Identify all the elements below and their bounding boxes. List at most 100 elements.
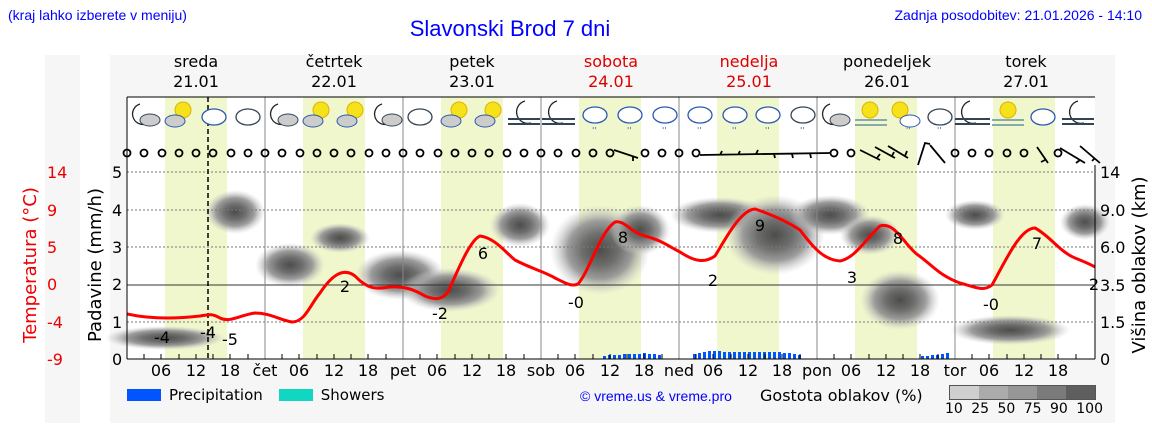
sun-cloud-icon (336, 101, 364, 128)
svg-text:5: 5 (47, 238, 57, 257)
svg-text:8: 8 (618, 228, 628, 247)
svg-text:-2: -2 (432, 304, 448, 323)
precip-axis-label: Padavine (mm/h) (85, 188, 106, 342)
wind-barb-icons (613, 141, 1101, 166)
cloud-drizzle-icon: '' (652, 106, 678, 135)
svg-text:'': '' (697, 126, 701, 135)
moon-fog-icon (542, 100, 575, 125)
svg-text:3: 3 (112, 238, 122, 257)
svg-text:3.5: 3.5 (1100, 276, 1125, 295)
svg-text:6.0: 6.0 (1100, 238, 1125, 257)
cloud-icon (407, 108, 433, 126)
sun-cloud-icon (302, 101, 330, 128)
svg-text:2: 2 (708, 271, 718, 290)
svg-text:1: 1 (112, 313, 122, 332)
svg-text:0: 0 (47, 275, 57, 294)
svg-text:12: 12 (324, 361, 344, 380)
svg-text:06: 06 (151, 361, 171, 380)
svg-text:0: 0 (112, 350, 122, 369)
svg-text:06: 06 (565, 361, 585, 380)
svg-text:'': '' (592, 126, 596, 135)
svg-text:8: 8 (893, 229, 903, 248)
svg-text:12: 12 (876, 361, 896, 380)
x-axis-labels: 06 12 18 čet 06 12 18 pet 06 12 18 sob 0… (151, 361, 1068, 380)
day-label-1: četrtek 22.01 (305, 52, 363, 91)
sun-fog-icon (855, 101, 887, 126)
svg-text:'': '' (800, 126, 804, 135)
temp-axis-panel (45, 55, 80, 423)
svg-text:18: 18 (220, 361, 240, 380)
svg-text:čet: čet (253, 361, 278, 380)
svg-text:18: 18 (910, 361, 930, 380)
svg-text:'': '' (627, 126, 631, 135)
svg-text:ned: ned (664, 361, 694, 380)
cloud-icon (235, 108, 261, 126)
cloud-icon (201, 108, 227, 126)
svg-text:12: 12 (738, 361, 758, 380)
svg-text:-5: -5 (222, 330, 238, 349)
cloud-drizzle-icon: '' (687, 106, 713, 135)
svg-text:18: 18 (634, 361, 654, 380)
wind-calm-icons (122, 148, 1063, 158)
last-updated: Zadnja posodobitev: 21.01.2026 - 14:10 (894, 7, 1142, 23)
day-label-2: petek 23.01 (449, 52, 495, 91)
svg-text:9.0: 9.0 (1100, 201, 1125, 220)
svg-text:-9: -9 (47, 350, 63, 369)
moon-cloud-icon (821, 103, 851, 127)
svg-text:9: 9 (47, 201, 57, 220)
svg-text:12: 12 (462, 361, 482, 380)
legend-showers: Showers (320, 386, 385, 404)
density-label: Gostota oblakov (%) (760, 386, 923, 405)
temp-axis-ticks: 14 9 5 0 -4 -9 (47, 163, 67, 369)
moon-fog-icon (1062, 100, 1094, 125)
svg-text:2: 2 (340, 277, 350, 296)
svg-text:pon: pon (802, 361, 832, 380)
sun-cloud-drizzle-icon: '' (891, 101, 921, 135)
svg-text:5: 5 (112, 163, 122, 182)
svg-text:-0: -0 (568, 293, 584, 312)
svg-text:tor: tor (944, 361, 967, 380)
day-label-3: sobota 24.01 (583, 52, 639, 91)
cloud-drizzle-icon: '' (722, 106, 748, 135)
cloud-icon (1030, 108, 1056, 126)
svg-text:9: 9 (755, 216, 765, 235)
sun-cloud-icon (474, 101, 502, 128)
svg-text:2: 2 (1089, 275, 1099, 294)
svg-text:06: 06 (289, 361, 309, 380)
svg-text:06: 06 (841, 361, 861, 380)
day-label-5: ponedeljek 26.01 (843, 52, 931, 91)
temp-axis-label: Temperatura (°C) (20, 187, 41, 344)
moon-fog-icon (508, 100, 540, 125)
svg-text:7: 7 (1032, 234, 1042, 253)
svg-text:4: 4 (112, 201, 122, 220)
cloud-axis-ticks: 14 9.0 6.0 3.5 1.5 0 (1100, 163, 1125, 369)
day-label-6: torek 27.01 (1003, 52, 1049, 91)
svg-text:'': '' (765, 126, 769, 135)
cloud-drizzle-icon: '' (617, 106, 643, 135)
sun-cloud-icon (164, 101, 192, 128)
legend: Precipitation Showers (127, 386, 384, 404)
svg-text:12: 12 (1014, 361, 1034, 380)
svg-text:12: 12 (186, 361, 206, 380)
day-label-0: sreda 21.01 (173, 52, 219, 91)
svg-text:-4: -4 (154, 328, 170, 347)
moon-fog-icon (955, 100, 990, 125)
svg-text:14: 14 (1100, 163, 1120, 182)
svg-text:'': '' (937, 126, 941, 135)
moon-cloud-icon (131, 103, 161, 127)
svg-text:'': '' (732, 126, 736, 135)
svg-text:0: 0 (1100, 350, 1110, 369)
svg-text:18: 18 (496, 361, 516, 380)
page-title: Slavonski Brod 7 dni (409, 16, 611, 41)
svg-text:-4: -4 (200, 323, 216, 342)
svg-text:1.5: 1.5 (1100, 313, 1125, 332)
svg-text:3: 3 (847, 268, 857, 287)
copyright-link[interactable]: © vreme.us & vreme.pro (580, 388, 732, 404)
svg-text:-0: -0 (983, 295, 999, 314)
moon-cloud-icon (373, 103, 403, 127)
x-ticks (143, 354, 1077, 359)
svg-text:18: 18 (772, 361, 792, 380)
sun-cloud-icon (440, 101, 468, 128)
precip-axis-ticks: 5 4 3 2 1 0 (112, 163, 122, 369)
